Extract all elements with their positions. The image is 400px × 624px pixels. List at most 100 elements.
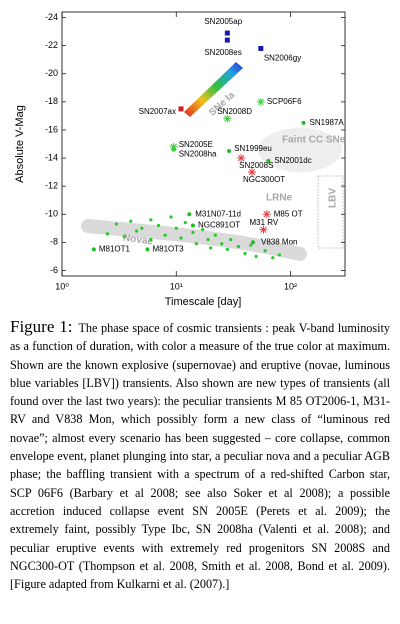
transient-point <box>171 147 176 152</box>
y-tick-label: -24 <box>45 12 58 22</box>
marker-star-arm <box>224 115 231 122</box>
transient-point <box>224 37 230 43</box>
point-label: SN2007ax <box>139 107 176 116</box>
nova-point <box>213 233 217 237</box>
y-tick-label: -12 <box>45 181 58 191</box>
point-label: SN2001dc <box>274 156 311 165</box>
point-label: M81OT3 <box>152 244 184 253</box>
region-label: Novae <box>122 233 154 248</box>
region-label: LRNe <box>266 193 293 204</box>
marker-star-arm <box>170 143 177 150</box>
figure-label: Figure 1: <box>10 317 73 336</box>
transient-point <box>223 114 232 123</box>
nova-point <box>105 232 110 236</box>
nova-point <box>271 256 275 260</box>
point-label: V838 Mon <box>261 237 297 246</box>
y-tick-label: -20 <box>45 68 58 78</box>
marker-star-arm <box>260 226 267 233</box>
y-tick-label: -14 <box>45 152 58 162</box>
point-label: SN2008S <box>239 161 273 170</box>
transient-point <box>301 120 306 125</box>
marker-dot <box>190 223 195 228</box>
point-label: SN2008D <box>217 107 252 116</box>
nova-point <box>174 226 178 230</box>
marker-dot <box>227 149 232 154</box>
point-label: M31N07-11d <box>195 209 241 218</box>
nova-point <box>277 253 282 257</box>
transient-point <box>169 142 178 151</box>
y-tick-label: -16 <box>45 124 58 134</box>
nova-point <box>206 237 210 242</box>
region-label: Faint CC SNe <box>282 135 346 146</box>
marker-dot <box>91 247 96 252</box>
transient-point <box>237 154 246 163</box>
point-label: SN1987A <box>310 118 345 127</box>
transient-point <box>251 240 256 245</box>
region-label: LBV <box>328 188 339 208</box>
point-label: SN1999eu <box>234 144 272 153</box>
y-axis-label: Absolute V-Mag <box>14 105 26 183</box>
snia-band <box>184 62 243 117</box>
faint-cc-region <box>258 128 342 172</box>
marker-square <box>178 106 184 112</box>
point-label: M85 OT <box>274 209 303 218</box>
marker-dot <box>187 212 192 217</box>
point-label: SN2005E <box>179 140 213 149</box>
point-label: SN2008ha <box>179 150 217 159</box>
marker-star-arm <box>248 168 256 176</box>
transient-point <box>178 106 184 112</box>
marker-star-arm <box>257 98 265 106</box>
nova-point <box>249 243 253 247</box>
nova-point <box>225 247 229 251</box>
point-label: SN2006gy <box>264 54 301 63</box>
point-label: M31 RV <box>249 218 278 227</box>
nova-point <box>194 242 198 246</box>
marker-square <box>258 46 264 52</box>
transient-point <box>258 46 264 52</box>
nova-point <box>135 229 139 233</box>
chart: SNe Ia Faint CC SNe LRNe LBV Novae Absol… <box>14 11 346 308</box>
marker-square <box>224 30 230 36</box>
point-label: SN2005ap <box>204 17 242 26</box>
x-tick-label: 10⁰ <box>55 281 69 291</box>
y-tick-label: -6 <box>50 265 58 275</box>
transient-point <box>190 223 195 228</box>
nova-point <box>163 233 167 237</box>
transient-point <box>247 168 256 177</box>
transient-point <box>145 247 150 252</box>
y-tick-label: -10 <box>45 209 58 219</box>
marker-dot <box>145 247 150 252</box>
lbv-box <box>317 175 344 249</box>
nova-point <box>236 244 241 249</box>
nova-point <box>191 230 195 235</box>
nova-point <box>229 237 233 242</box>
point-label: NGC300OT <box>243 175 285 184</box>
point-label: NGC891OT <box>198 221 240 230</box>
nova-point <box>183 221 187 225</box>
point-label: M81OT1 <box>99 244 131 253</box>
nova-point <box>169 215 173 219</box>
nova-point <box>129 219 133 223</box>
plot-frame <box>61 11 346 277</box>
transient-point <box>259 225 268 234</box>
marker-dot <box>171 147 176 152</box>
nova-point <box>114 222 119 226</box>
caption-text: The phase space of cosmic transients : p… <box>10 321 391 592</box>
nova-point <box>140 226 144 230</box>
nova-point <box>200 228 205 232</box>
point-label: SN2008es <box>204 48 241 57</box>
nova-point <box>209 246 213 250</box>
point-label: SCP06F6 <box>267 97 302 106</box>
marker-star-arm <box>237 154 245 162</box>
transient-point <box>266 158 271 163</box>
transient-point <box>91 247 96 252</box>
nova-point <box>149 218 153 222</box>
x-axis-label: Timescale [day] <box>165 296 242 308</box>
transient-point <box>256 97 265 106</box>
marker-star-arm <box>263 211 270 218</box>
y-tick-label: -8 <box>50 237 58 247</box>
marker-dot <box>266 158 271 163</box>
nova-point <box>254 254 258 258</box>
nova-point <box>263 249 267 253</box>
